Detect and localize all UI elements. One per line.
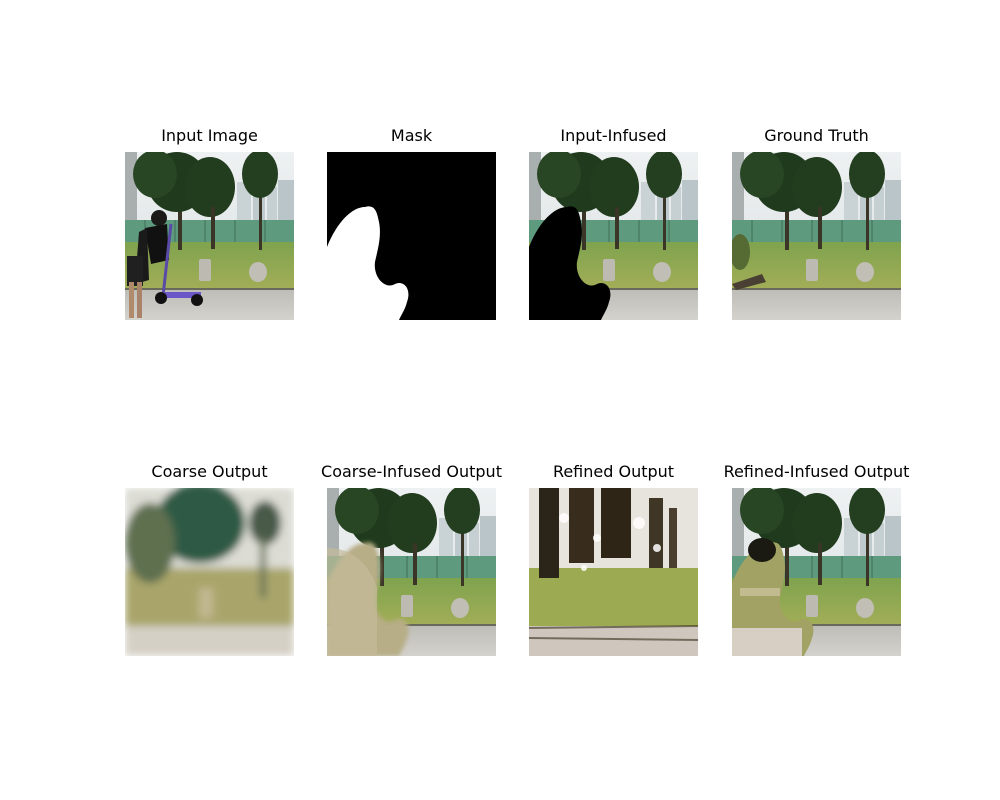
refined-output-image [529,488,698,656]
coarse-infused-output-image [327,488,496,656]
panel-title: Refined-Infused Output [723,462,910,481]
panel-title: Coarse-Infused Output [321,462,502,481]
panel-title: Input-Infused [560,126,667,145]
mask-image [327,152,496,320]
ground-truth-image [732,152,901,320]
coarse-output-image [125,488,294,656]
input-infused-image [529,152,698,320]
refined-infused-output-image [732,488,901,656]
panel-title: Input Image [161,126,258,145]
panel-title: Ground Truth [764,126,869,145]
panel-title: Refined Output [552,462,675,481]
panel-title: Coarse Output [151,462,268,481]
panel-title: Mask [390,126,433,145]
input-image [125,152,294,320]
